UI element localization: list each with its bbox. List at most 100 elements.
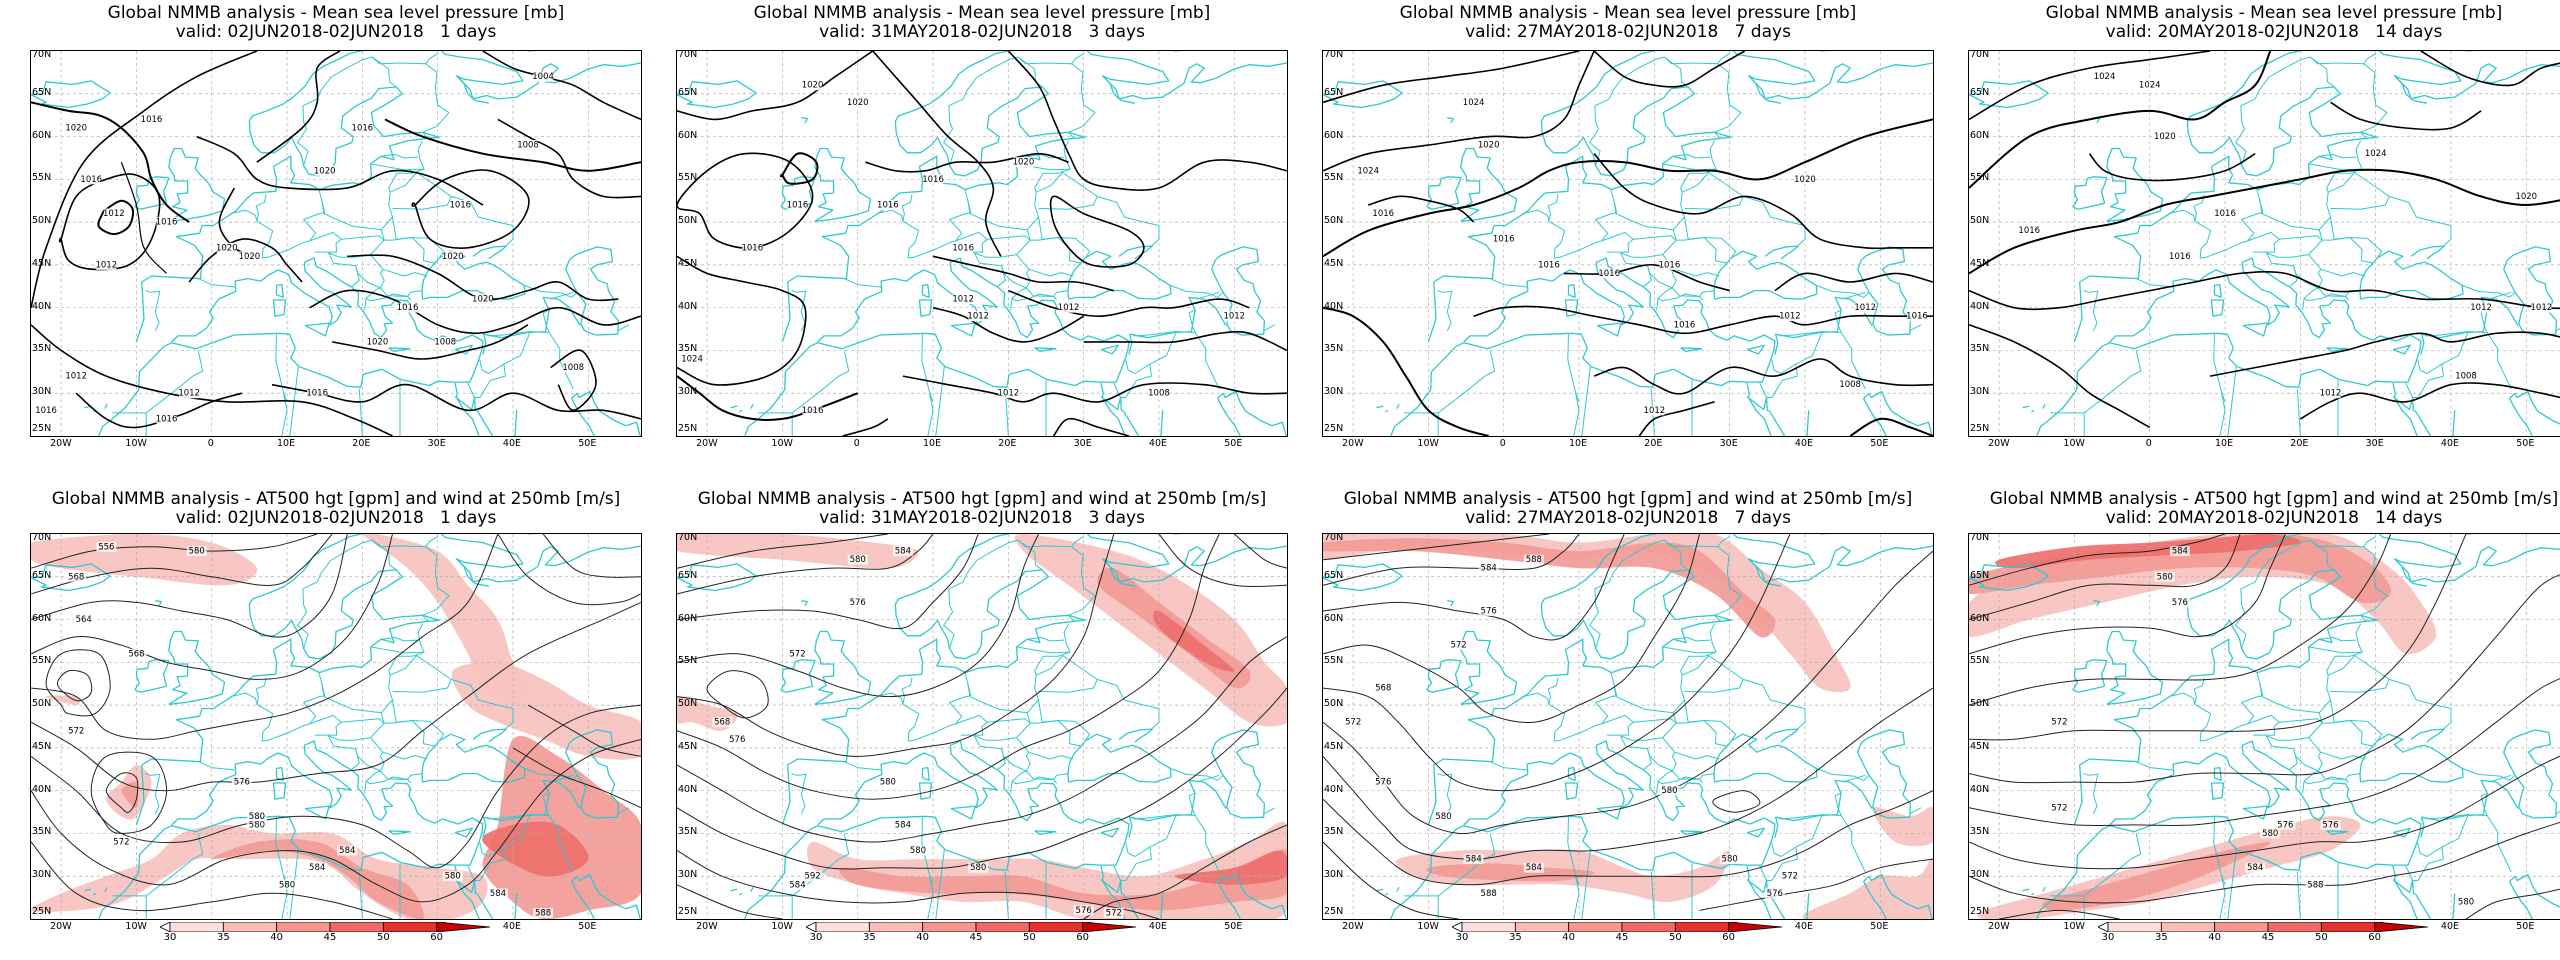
contour-label: 1012	[1854, 303, 1876, 313]
height-contour	[1158, 534, 1287, 588]
lat-tick-label: 30N	[32, 869, 52, 881]
isobar	[2420, 51, 2560, 87]
height-contour	[31, 534, 499, 740]
isobar	[1969, 51, 2211, 121]
height-contour	[1969, 821, 2560, 904]
colorbar-tick-label: 45	[323, 932, 337, 943]
lon-tick-label: 50E	[578, 921, 597, 932]
z500-map: 588 584 576 572 568 572 576 580 584 588 584 580 576 5…	[1322, 533, 1934, 920]
contour-label: 584	[490, 889, 506, 899]
isobar	[31, 51, 258, 308]
contour-label: 576	[1375, 778, 1391, 788]
wind-speed-area	[31, 534, 258, 586]
isobar	[2330, 101, 2482, 131]
lat-tick-label: 35N	[32, 826, 52, 838]
contour-label: 1016	[952, 243, 974, 253]
contour-label: 1016	[1598, 269, 1620, 279]
lon-tick-label: 40E	[1148, 438, 1168, 449]
lat-tick-label: 40N	[678, 783, 698, 795]
graticule	[677, 534, 1287, 919]
contour-label: 584	[2247, 863, 2263, 873]
contour-label: 568	[128, 649, 144, 659]
panel-title: Global NMMB analysis - Mean sea level pr…	[1399, 3, 1857, 23]
lon-tick-label: 40E	[1794, 921, 1814, 932]
wind-speed-area	[121, 781, 139, 808]
contour-label: 1012	[967, 312, 989, 322]
lat-tick-label: 65N	[1970, 86, 1990, 98]
lat-tick-label: 70N	[32, 49, 52, 60]
colorbar-tick-label: 35	[1508, 932, 1522, 943]
isobar	[1367, 195, 1475, 223]
contour-label: 1020	[2154, 132, 2176, 142]
lon-tick-label: 10W	[125, 921, 147, 932]
contour-label: 1012	[65, 372, 87, 382]
coastlines	[31, 534, 641, 919]
graticule	[1969, 51, 2560, 436]
lon-tick-label: 20E	[998, 438, 1017, 449]
contour-label: 576	[234, 778, 250, 788]
contour-label: 1024	[1357, 166, 1379, 176]
height-contour	[1969, 534, 2392, 706]
lat-tick-label: 50N	[678, 215, 698, 227]
lat-tick-label: 25N	[32, 423, 52, 434]
colorbar-tick-label: 40	[1562, 932, 1576, 943]
lat-tick-label: 40N	[1970, 783, 1990, 795]
lat-tick-label: 60N	[678, 612, 698, 624]
height-contour	[542, 534, 641, 578]
lat-tick-label: 55N	[32, 172, 52, 184]
colorbar-tick-label: 45	[969, 932, 983, 943]
lat-tick-label: 55N	[1970, 172, 1990, 184]
lon-tick-label: 10W	[1417, 921, 1439, 932]
contour-label: 580	[249, 812, 265, 822]
lat-tick-label: 65N	[678, 569, 698, 581]
contour-label: 1016	[80, 175, 102, 185]
lat-tick-label: 45N	[1970, 740, 1990, 752]
height-contour	[1969, 534, 2467, 741]
isobar	[677, 51, 874, 121]
wind-shading	[1969, 534, 2437, 919]
lon-tick-label: 30E	[1719, 438, 1738, 449]
lon-tick-label: 0	[1499, 438, 1506, 449]
lat-tick-label: 40N	[1324, 300, 1344, 312]
lat-tick-label: 30N	[1970, 386, 1990, 398]
graticule	[677, 51, 1287, 436]
isobar	[1083, 330, 1287, 352]
height-contour	[45, 649, 111, 717]
contour-label: 576	[1767, 889, 1783, 899]
isobar	[1969, 168, 2560, 275]
lat-tick-label: 30N	[1324, 386, 1344, 398]
contour-label: 584	[789, 880, 805, 890]
panel-title: Global NMMB analysis - AT500 hgt [gpm] a…	[1343, 489, 1913, 509]
isobar	[1052, 417, 1130, 436]
height-contour	[512, 747, 641, 809]
contour-label: 1016	[1493, 235, 1515, 245]
contour-label: 580	[970, 863, 986, 873]
lon-tick-label: 40E	[502, 921, 522, 932]
lon-tick-label: 50E	[578, 438, 597, 449]
isobar	[271, 383, 641, 420]
contour-label: 572	[2051, 718, 2067, 728]
height-contour	[1323, 790, 1933, 886]
isobar	[1849, 417, 1933, 436]
height-contour	[2465, 888, 2560, 919]
isobar	[31, 324, 393, 436]
contour-label: 576	[729, 735, 745, 745]
isobar	[932, 255, 1114, 292]
wind-colorbar: 30 35 40 45 50 60	[806, 922, 1146, 944]
colorbar-tick-label: 35	[216, 932, 230, 943]
isobar	[188, 238, 303, 283]
contour-label: 1008	[2455, 372, 2477, 382]
isobar	[1323, 306, 1489, 436]
z500-panel-2: Global NMMB analysis - AT500 hgt [gpm] a…	[676, 490, 1288, 943]
coastlines	[1323, 51, 1933, 436]
lon-tick-label: 20W	[696, 921, 718, 932]
height-contour	[1233, 534, 1287, 569]
lon-tick-label: 10W	[771, 921, 793, 932]
colorbar-tick-label: 60	[430, 932, 444, 943]
wind-colorbar: 30 35 40 45 50 60	[2098, 922, 2438, 944]
lat-tick-label: 50N	[1970, 215, 1990, 227]
contour-label: 584	[309, 863, 325, 873]
height-contour	[677, 636, 1287, 843]
isobar	[196, 135, 484, 206]
map-canvas: 1020 1020 1016 1016 1020 1016 1016 1016 1012 1012…	[677, 51, 1287, 436]
